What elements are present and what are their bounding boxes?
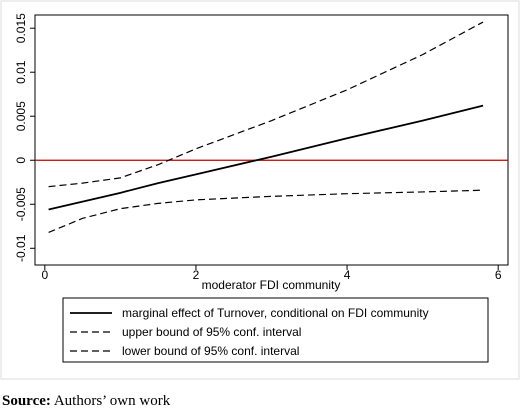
y-tick-label: 0.015 — [14, 13, 28, 43]
y-tick-label: 0.005 — [14, 101, 28, 131]
y-tick-label: -0.005 — [14, 187, 28, 221]
legend-label: lower bound of 95% conf. interval — [122, 344, 299, 358]
x-tick-label: 0 — [41, 268, 48, 282]
legend-label: marginal effect of Turnover, conditional… — [122, 306, 429, 320]
x-tick-label: 6 — [495, 268, 502, 282]
x-tick-label: 4 — [344, 268, 351, 282]
x-tick-label: 2 — [193, 268, 200, 282]
series-line — [48, 189, 484, 233]
source: Source: Authors’ own work — [2, 393, 171, 409]
source-label: Source: — [2, 393, 51, 409]
series-line — [48, 104, 484, 211]
y-tick-label: -0.01 — [14, 234, 28, 262]
legend — [62, 297, 489, 363]
y-tick-label: 0 — [14, 157, 28, 164]
legend-label: upper bound of 95% conf. interval — [122, 325, 301, 339]
series-line — [48, 21, 484, 188]
y-tick-label: 0.01 — [14, 60, 28, 84]
source-text: Authors’ own work — [54, 393, 171, 409]
x-axis-label: moderator FDI community — [202, 278, 341, 292]
plot-area — [34, 14, 509, 266]
